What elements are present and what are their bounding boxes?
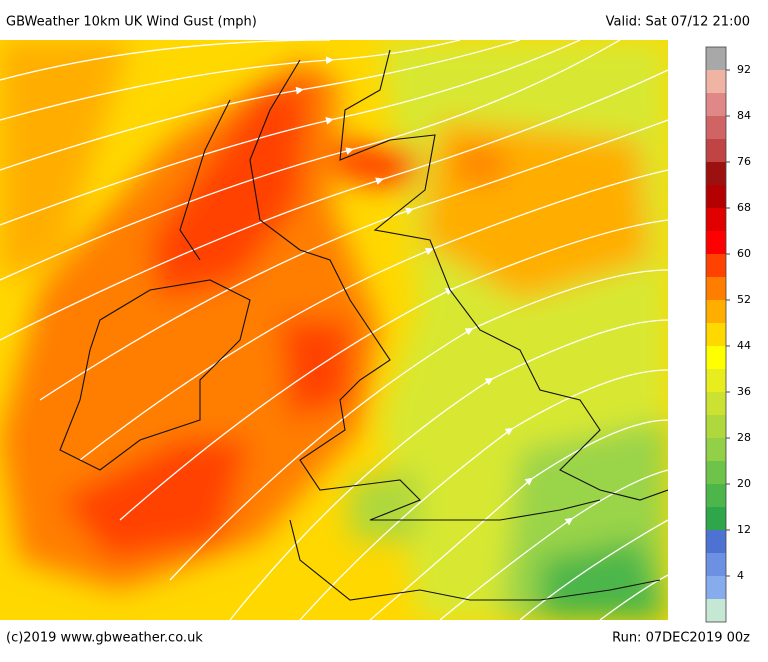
run-time: Run: 07DEC2019 00z	[612, 631, 750, 646]
colorbar-band	[706, 208, 726, 231]
colorbar-band	[706, 507, 726, 530]
colorbar-band	[706, 599, 726, 622]
colorbar-tick-label: 4	[737, 569, 744, 582]
colorbar-band	[706, 530, 726, 553]
colorbar-tick-label: 44	[737, 339, 751, 352]
colorbar-tick-label: 36	[737, 385, 751, 398]
colorbar-band	[706, 461, 726, 484]
colorbar-band	[706, 346, 726, 369]
colorbar-band	[706, 277, 726, 300]
colorbar-tick-label: 20	[737, 477, 751, 490]
colorbar-band	[706, 254, 726, 277]
map-title: GBWeather 10km UK Wind Gust (mph)	[6, 15, 257, 30]
valid-time: Valid: Sat 07/12 21:00	[606, 15, 750, 30]
colorbar-tick-label: 76	[737, 155, 751, 168]
colorbar-band	[706, 300, 726, 323]
colorbar-frame	[705, 46, 727, 623]
colorbar-tick-label: 84	[737, 109, 751, 122]
colorbar-band	[706, 369, 726, 392]
colorbar: 92 84 76 68 60 52 44 36 28 20 12 4	[705, 46, 751, 623]
wind-map	[0, 40, 668, 620]
colorbar-band	[706, 415, 726, 438]
colorbar-tick-label: 12	[737, 523, 751, 536]
credit: (c)2019 www.gbweather.co.uk	[6, 631, 203, 646]
colorbar-band	[706, 323, 726, 346]
coastline	[59, 49, 668, 601]
colorbar-band	[706, 185, 726, 208]
streamlines	[0, 40, 668, 620]
colorbar-band	[706, 231, 726, 254]
colorbar-tick-label: 52	[737, 293, 751, 306]
colorbar-tick-label: 92	[737, 63, 751, 76]
colorbar-tick-label: 60	[737, 247, 751, 260]
colorbar-band	[706, 438, 726, 461]
colorbar-band	[706, 70, 726, 93]
colorbar-band	[706, 116, 726, 139]
colorbar-band	[706, 576, 726, 599]
colorbar-band	[706, 553, 726, 576]
colorbar-tick-label: 68	[737, 201, 751, 214]
colorbar-band	[706, 139, 726, 162]
colorbar-tick-label: 28	[737, 431, 751, 444]
colorbar-band	[706, 162, 726, 185]
colorbar-band	[706, 484, 726, 507]
colorbar-band	[706, 47, 726, 70]
colorbar-band	[706, 93, 726, 116]
colorbar-band	[706, 392, 726, 415]
